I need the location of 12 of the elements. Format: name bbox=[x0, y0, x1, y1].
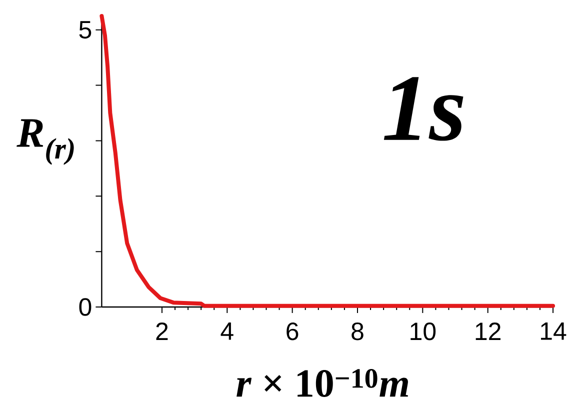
x-tick-label: 6 bbox=[286, 322, 298, 340]
y-axis-title: R$_{(r)}$ bbox=[16, 119, 74, 165]
x-tick-label: 12 bbox=[476, 322, 500, 340]
x-tick-label: 14 bbox=[541, 322, 566, 340]
x-tick-label: 2 bbox=[156, 322, 168, 340]
x-tick-label: 8 bbox=[352, 322, 364, 340]
y-tick-label: 5 bbox=[79, 21, 92, 39]
y-tick-label: 0 bbox=[79, 298, 92, 316]
x-axis-title: r × 10$^{−10}$m bbox=[236, 368, 408, 398]
x-tick-label: 10 bbox=[410, 322, 436, 340]
x-tick-label: 4 bbox=[220, 322, 234, 340]
chart-title: 1s bbox=[384, 77, 464, 141]
